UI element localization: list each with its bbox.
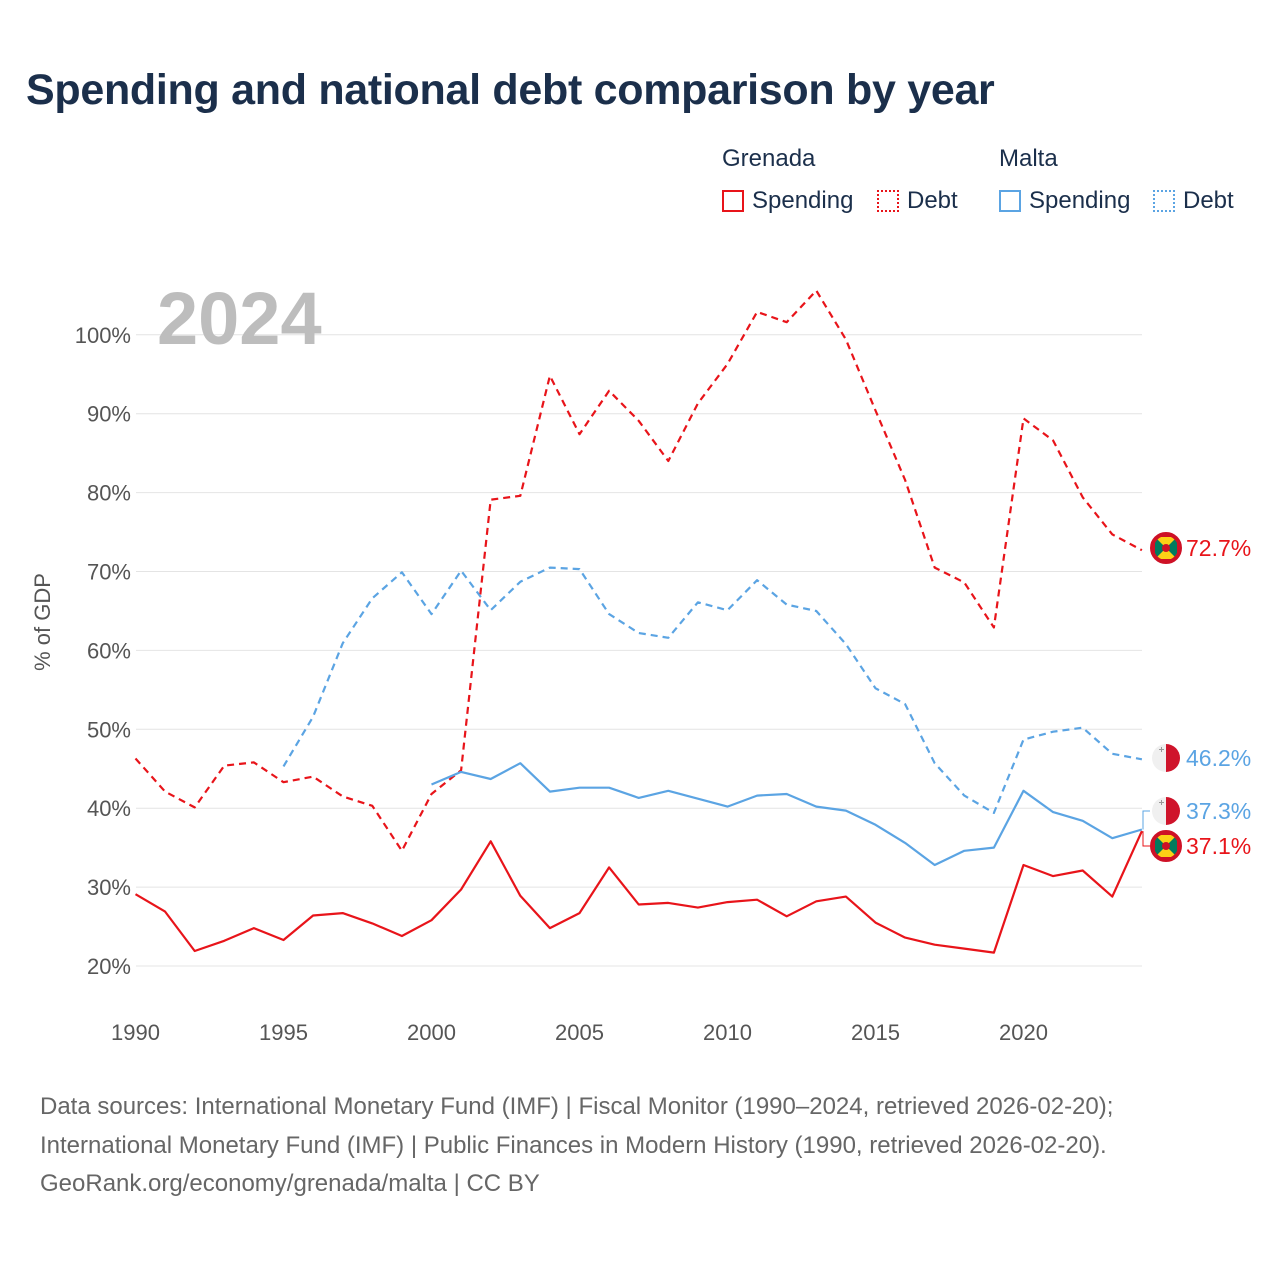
legend-group-grenada: Grenada — [722, 145, 816, 172]
legend-swatch-solid-red — [722, 190, 744, 212]
legend-label: Spending — [752, 187, 854, 214]
series-line-malta-debt[interactable] — [282, 566, 1143, 814]
x-tick-label: 2010 — [703, 1020, 752, 1045]
end-value-label: 72.7% — [1186, 535, 1251, 561]
source-link-line[interactable]: GeoRank.org/economy/grenada/malta | CC B… — [40, 1170, 540, 1197]
legend-label: Spending — [1029, 187, 1131, 214]
x-tick-label: 1990 — [111, 1020, 160, 1045]
legend-swatch-solid-blue — [999, 190, 1021, 212]
legend-grenada-debt[interactable]: Debt — [877, 187, 958, 215]
source-notes: Data sources: International Monetary Fun… — [40, 1088, 1113, 1204]
y-tick-label: 20% — [87, 954, 131, 979]
x-tick-label: 2000 — [407, 1020, 456, 1045]
chart-title: Spending and national debt comparison by… — [26, 66, 995, 114]
end-connector — [1142, 810, 1150, 830]
source-line-2: International Monetary Fund (IMF) | Publ… — [40, 1131, 1107, 1159]
malta-flag-icon — [1152, 797, 1180, 825]
legend-malta-debt[interactable]: Debt — [1153, 187, 1234, 215]
legend-grenada-spending[interactable]: Spending — [722, 187, 853, 215]
legend-malta-spending[interactable]: Spending — [999, 187, 1130, 215]
x-tick-label: 2020 — [999, 1020, 1048, 1045]
y-tick-label: 70% — [87, 560, 131, 585]
x-tick-label: 2015 — [851, 1020, 900, 1045]
end-value-label: 37.1% — [1186, 833, 1251, 859]
x-tick-label: 1995 — [259, 1020, 308, 1045]
legend-label: Debt — [1183, 187, 1234, 214]
y-tick-label: 100% — [75, 323, 131, 348]
end-labels: 72.7% 46.2% 37.3% 37.1% — [1142, 532, 1251, 862]
x-axis-ticks: 1990 1995 2000 2005 2010 2015 2020 — [111, 1020, 1048, 1045]
series-line-grenada-debt[interactable] — [134, 289, 1143, 852]
y-tick-label: 40% — [87, 796, 131, 821]
grenada-flag-icon — [1150, 532, 1182, 564]
y-tick-label: 30% — [87, 875, 131, 900]
x-tick-label: 2005 — [555, 1020, 604, 1045]
legend-label: Debt — [907, 187, 958, 214]
y-tick-label: 80% — [87, 481, 131, 506]
gridlines — [136, 334, 1142, 967]
legend-swatch-dotted-blue — [1153, 190, 1175, 212]
legend-group-malta: Malta — [999, 145, 1058, 172]
series-lines — [134, 289, 1143, 954]
series-line-grenada-spending[interactable] — [134, 830, 1143, 954]
y-tick-label: 90% — [87, 402, 131, 427]
y-tick-label: 60% — [87, 638, 131, 663]
source-line-1: Data sources: International Monetary Fun… — [40, 1093, 1114, 1120]
series-line-malta-spending[interactable] — [431, 762, 1143, 867]
grenada-flag-icon — [1150, 830, 1182, 862]
malta-flag-icon — [1152, 744, 1180, 772]
year-watermark: 2024 — [157, 277, 322, 360]
y-tick-label: 50% — [87, 717, 131, 742]
end-value-label: 46.2% — [1186, 745, 1251, 771]
legend-swatch-dotted-red — [877, 190, 899, 212]
end-connector — [1142, 831, 1150, 847]
y-axis-label: % of GDP — [30, 573, 55, 671]
y-axis-ticks: 20% 30% 40% 50% 60% 70% 80% 90% 100% — [75, 323, 131, 979]
end-value-label: 37.3% — [1186, 798, 1251, 824]
